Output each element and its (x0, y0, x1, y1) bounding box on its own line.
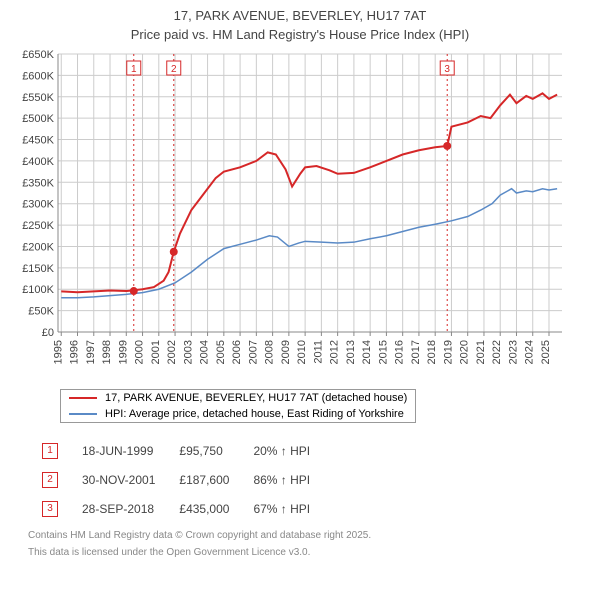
footer-line-2: This data is licensed under the Open Gov… (28, 547, 590, 558)
marker-flag: 1 (131, 64, 137, 75)
x-tick-label: 1998 (101, 340, 113, 364)
x-tick-label: 2002 (166, 340, 178, 364)
y-tick-label: £500K (22, 113, 54, 125)
y-tick-label: £200K (22, 241, 54, 253)
x-tick-label: 2013 (345, 340, 357, 364)
y-tick-label: £400K (22, 156, 54, 168)
chart-area: £0 £50K £100K £150K £200K £250K £300K £350K £400… (10, 48, 590, 383)
legend-item: HPI: Average price, detached house, East… (61, 406, 415, 422)
legend: 17, PARK AVENUE, BEVERLEY, HU17 7AT (det… (60, 389, 416, 423)
x-tick-label: 2007 (247, 340, 259, 364)
x-tick-label: 2020 (459, 340, 471, 364)
x-tick-label: 2008 (264, 340, 276, 364)
y-tick-label: £450K (22, 135, 54, 147)
sale-row: 3 28-SEP-2018£435,00067% ↑ HPI (42, 495, 332, 522)
series-hpi (61, 189, 557, 298)
chart-title: 17, PARK AVENUE, BEVERLEY, HU17 7AT (10, 8, 590, 23)
x-tick-label: 2010 (296, 340, 308, 364)
x-tick-label: 1999 (117, 340, 129, 364)
series-property (61, 93, 557, 292)
y-tick-label: £150K (22, 263, 54, 275)
footer-line-1: Contains HM Land Registry data © Crown c… (28, 530, 590, 541)
y-tick-label: £50K (28, 306, 54, 318)
x-tick-label: 2005 (215, 340, 227, 364)
legend-label: 17, PARK AVENUE, BEVERLEY, HU17 7AT (det… (105, 392, 407, 404)
sale-point (170, 248, 178, 256)
sale-price: £187,600 (179, 466, 251, 493)
sale-date: 28-SEP-2018 (82, 495, 177, 522)
x-tick-label: 2016 (394, 340, 406, 364)
sale-delta: 67% ↑ HPI (253, 495, 332, 522)
legend-swatch (69, 397, 97, 399)
marker-box: 2 (42, 472, 58, 488)
x-tick-label: 2015 (377, 340, 389, 364)
y-tick-label: £250K (22, 220, 54, 232)
sale-price: £435,000 (179, 495, 251, 522)
chart-subtitle: Price paid vs. HM Land Registry's House … (10, 27, 590, 42)
sale-row: 1 18-JUN-1999£95,75020% ↑ HPI (42, 437, 332, 464)
y-tick-label: £600K (22, 70, 54, 82)
x-tick-label: 2024 (524, 340, 536, 364)
x-tick-label: 2003 (182, 340, 194, 364)
sale-delta: 20% ↑ HPI (253, 437, 332, 464)
x-tick-label: 2006 (231, 340, 243, 364)
y-tick-label: £0 (42, 327, 54, 339)
x-tick-label: 2017 (410, 340, 422, 364)
marker-box: 3 (42, 501, 58, 517)
x-tick-label: 2009 (280, 340, 292, 364)
x-tick-label: 2019 (442, 340, 454, 364)
y-tick-label: £650K (22, 49, 54, 61)
x-tick-label: 2021 (475, 340, 487, 364)
x-tick-label: 2012 (329, 340, 341, 364)
marker-flag: 3 (444, 64, 450, 75)
sale-price: £95,750 (179, 437, 251, 464)
legend-label: HPI: Average price, detached house, East… (105, 408, 404, 420)
sale-point (443, 142, 451, 150)
x-tick-label: 2025 (540, 340, 552, 364)
x-tick-label: 1997 (85, 340, 97, 364)
legend-item: 17, PARK AVENUE, BEVERLEY, HU17 7AT (det… (61, 390, 415, 406)
y-tick-label: £100K (22, 284, 54, 296)
x-tick-label: 2000 (134, 340, 146, 364)
x-tick-label: 1995 (52, 340, 64, 364)
x-tick-label: 2014 (361, 340, 373, 364)
x-tick-label: 1996 (69, 340, 81, 364)
sales-table: 1 18-JUN-1999£95,75020% ↑ HPI 2 30-NOV-2001… (40, 435, 334, 524)
x-tick-label: 2022 (491, 340, 503, 364)
sale-date: 18-JUN-1999 (82, 437, 177, 464)
legend-swatch (69, 413, 97, 415)
sale-row: 2 30-NOV-2001£187,60086% ↑ HPI (42, 466, 332, 493)
marker-box: 1 (42, 443, 58, 459)
sale-date: 30-NOV-2001 (82, 466, 177, 493)
line-chart: £0 £50K £100K £150K £200K £250K £300K £350K £400… (10, 48, 570, 378)
x-tick-label: 2001 (150, 340, 162, 364)
marker-flag: 2 (171, 64, 177, 75)
y-tick-label: £350K (22, 177, 54, 189)
sale-delta: 86% ↑ HPI (253, 466, 332, 493)
y-tick-label: £550K (22, 92, 54, 104)
x-tick-label: 2018 (426, 340, 438, 364)
x-tick-label: 2023 (507, 340, 519, 364)
x-tick-label: 2011 (312, 340, 324, 364)
sale-point (130, 287, 138, 295)
y-tick-label: £300K (22, 199, 54, 211)
x-tick-label: 2004 (199, 340, 211, 364)
